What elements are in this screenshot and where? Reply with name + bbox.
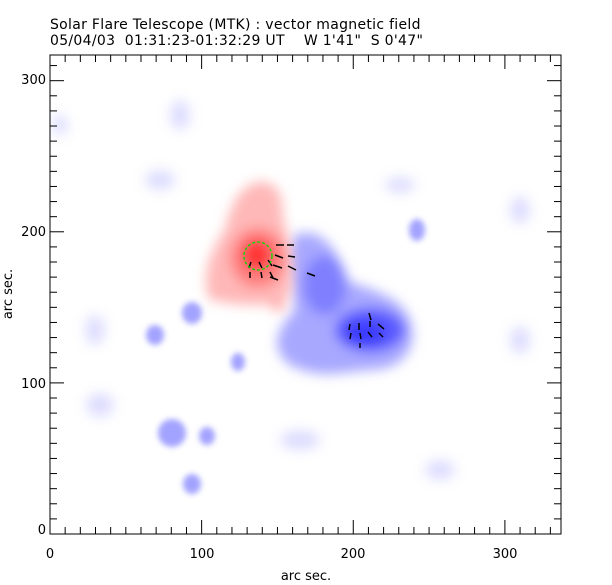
x-tick-label: 100 (190, 547, 215, 562)
field-vector (348, 323, 351, 331)
field-vector (377, 323, 385, 330)
y-tick-label: 300 (21, 73, 46, 88)
x-tick-label: 0 (46, 547, 54, 562)
field-vector (272, 264, 283, 269)
field-vector (287, 255, 296, 258)
chart-title: Solar Flare Telescope (MTK) : vector mag… (50, 17, 421, 33)
negative-polarity-region (277, 232, 413, 374)
x-tick-label: 300 (493, 547, 518, 562)
field-vector (260, 271, 263, 279)
field-vector (274, 254, 284, 259)
x-axis-label: arc sec. (281, 569, 331, 584)
negative-spots (146, 219, 425, 494)
plot-frame (49, 54, 562, 535)
field-vector (306, 272, 316, 277)
field-vector (287, 265, 297, 271)
magnetogram-image (52, 100, 530, 494)
x-tick-label: 200 (341, 547, 366, 562)
y-tick-label: 0 (38, 523, 46, 538)
field-vector (269, 271, 274, 279)
field-vector (378, 332, 384, 338)
weak-negative-field (52, 100, 530, 480)
y-axis-label: arc sec. (1, 269, 16, 319)
field-vector (367, 331, 373, 338)
axis-ticks (49, 55, 561, 535)
field-vector (368, 312, 372, 321)
y-tick-label: 200 (21, 225, 46, 240)
y-tick-label: 100 (21, 377, 46, 392)
field-vector (258, 261, 263, 269)
field-vector (269, 276, 279, 281)
field-vector (349, 332, 352, 340)
flare-location-marker (243, 241, 273, 271)
field-vector (359, 332, 362, 340)
positive-polarity-region (205, 181, 293, 311)
chart-subtitle: 05/04/03 01:31:23-01:32:29 UT W 1'41" S … (50, 33, 424, 49)
